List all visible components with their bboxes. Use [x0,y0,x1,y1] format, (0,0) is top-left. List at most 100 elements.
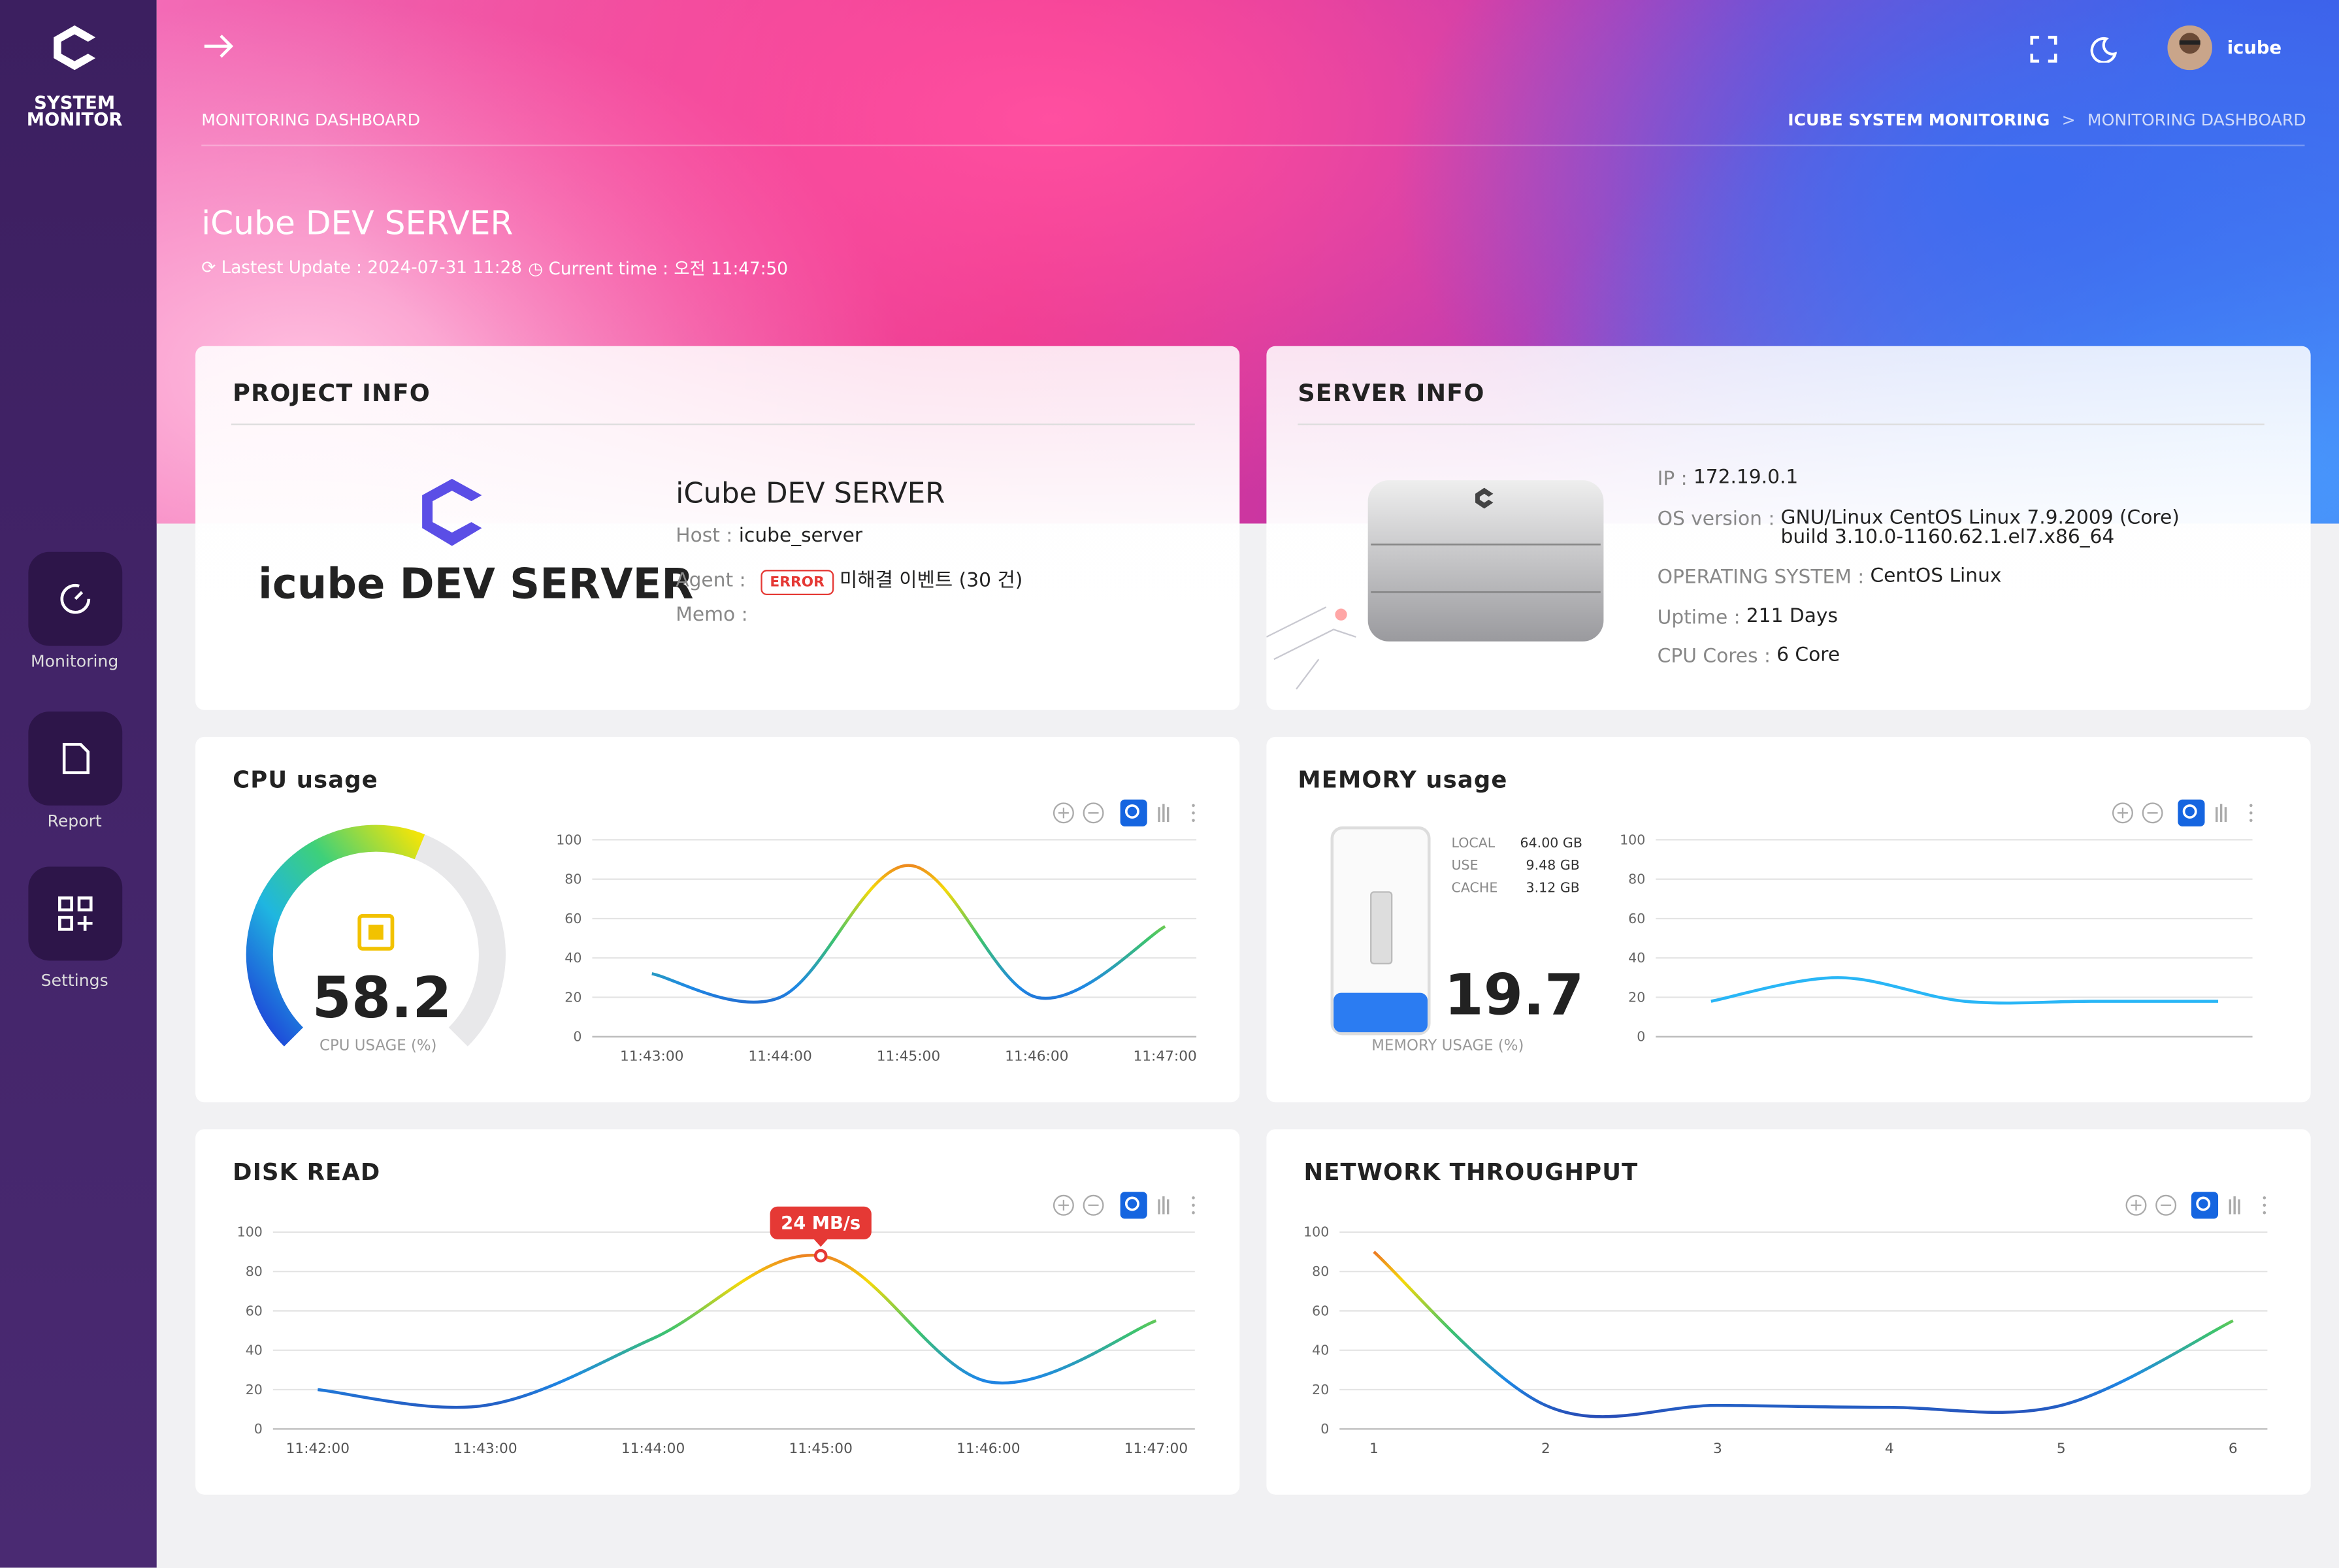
line [318,1253,1157,1409]
tool-zoom [2178,799,2205,826]
y-tick-label: 20 [564,989,581,1005]
x-tick-label: 6 [2229,1441,2238,1457]
value: GNU/Linux CentOS Linux 7.9.2009 (Core) bu… [1781,508,2180,546]
stat-value: 64.00 GB [1520,836,1582,852]
value: 미해결 이벤트 (30 건) [839,570,1023,593]
nav-settings[interactable] [28,866,123,961]
y-tick-label: 40 [1312,1343,1329,1358]
nav-label: Settings [41,971,108,991]
stat-value: 3.12 GB [1526,881,1580,897]
x-tick-label: 1 [1369,1441,1379,1457]
value: icube_server [738,525,863,547]
x-tick-label: 3 [1713,1441,1722,1457]
breadcrumb-item[interactable]: ICUBE SYSTEM MONITORING [1788,110,2050,130]
page-title: iCube DEV SERVER [201,206,514,244]
user-name[interactable]: icube [2227,37,2282,59]
value: 2024-07-31 11:28 [367,256,523,278]
fullscreen-icon[interactable] [2030,35,2057,63]
stat-label: LOCAL [1451,836,1496,852]
y-tick-label: 60 [1312,1303,1329,1318]
label: CPU Cores : [1657,645,1771,668]
y-tick-label: 40 [564,950,581,966]
value: 172.19.0.1 [1693,468,1798,491]
line [651,864,1166,1004]
y-tick-label: 100 [556,832,581,847]
value-line: GNU/Linux CentOS Linux 7.9.2009 (Core) [1780,506,2180,529]
divider [1298,423,2265,425]
line [1710,976,2219,1005]
avatar[interactable] [2167,25,2212,71]
tool-hand [1158,1196,1170,1215]
x-tick-label: 11:47:00 [1133,1048,1196,1064]
cpu-icon [357,914,395,951]
annotation-point [813,1249,828,1263]
card-title: SERVER INFO [1298,378,1485,408]
network-card: NETWORK THROUGHPUT [1266,1129,2311,1495]
toggle-icon[interactable] [201,33,237,59]
x-tick-label: 11:43:00 [453,1441,517,1457]
brand-line: SYSTEM [34,92,116,114]
annotation: 24 MB/s [781,1213,860,1233]
nav-label: Report [47,811,102,831]
label: Host : [676,525,733,547]
project-name: iCube DEV SERVER [676,477,945,510]
tool-btn [2125,1194,2147,1216]
y-tick-label: 100 [1303,1224,1329,1240]
project-card: PROJECT INFO icube DEV SERVER iCube DEV … [195,346,1240,710]
line [1373,1250,2234,1418]
value-line: 6 Core [1776,644,1840,667]
server-field: Uptime :211 Days [1658,606,1838,629]
tool-glyph [1058,1200,1069,1211]
tool-glyph [2182,804,2197,819]
cpu-card: CPU usage CPU USAGE (%) [195,736,1240,1103]
y-tick-label: 80 [1312,1264,1329,1279]
label: Agent : [676,570,746,593]
breadcrumb: ICUBE SYSTEM MONITORING > MONITORING DASHB… [1788,110,2306,130]
page-label: MONITORING DASHBOARD [201,110,421,130]
agent: Agent : ERROR 미해결 이벤트 (30 건) [676,564,1022,595]
tube-fill [1333,992,1428,1032]
tool-menu [2263,1196,2266,1200]
nav-monitoring[interactable] [28,551,123,646]
value: 오전 11:47:50 [674,257,788,279]
tool-hand [2216,804,2227,823]
tool-menu [2249,819,2253,823]
current-time: ◷ Current time : 오전 11:47:50 [528,257,788,279]
card-title: DISK READ [233,1159,381,1186]
card-title: CPU usage [233,766,378,794]
disk-card: DISK READ [195,1129,1240,1495]
chip-core [368,924,384,940]
server-field: OPERATING SYSTEM : CentOS Linux [1658,567,2002,589]
server-field: CPU Cores :6 Core [1658,646,1840,668]
label: Current time : [548,257,669,279]
y-tick-label: 60 [564,911,581,926]
x-tick-label: 4 [1885,1441,1894,1457]
tool-zoom [1120,799,1147,826]
brand-line: MONITOR [26,108,123,130]
tool-glyph [2117,808,2128,819]
tool-hand [1158,804,1170,823]
tool-menu [2263,1203,2266,1207]
tool-btn [2142,802,2163,824]
tool-hand [2229,1196,2240,1215]
y-tick-label: 0 [254,1421,263,1437]
tool-glyph [1124,1196,1139,1211]
card-title: NETWORK THROUGHPUT [1303,1159,1639,1186]
y-tick-label: 80 [1628,872,1645,887]
y-tick-label: 0 [573,1029,581,1045]
divider [201,144,2305,146]
y-tick-label: 0 [1320,1421,1329,1437]
nav-report[interactable] [28,711,123,806]
y-tick-label: 60 [246,1303,263,1318]
stat-value: 9.48 GB [1526,859,1580,874]
y-tick-label: 80 [564,872,581,887]
gauge-value: 19.7 [1444,962,1584,1028]
label: Lastest Update : [221,256,363,278]
tool-btn [2155,1194,2177,1216]
server-card: SERVER INFO IP :172.19.0.1 OS version : GN… [1266,346,2311,710]
brand: SYSTEM MONITOR [0,92,149,130]
label: Uptime : [1657,606,1741,629]
theme-icon[interactable] [2090,36,2117,63]
